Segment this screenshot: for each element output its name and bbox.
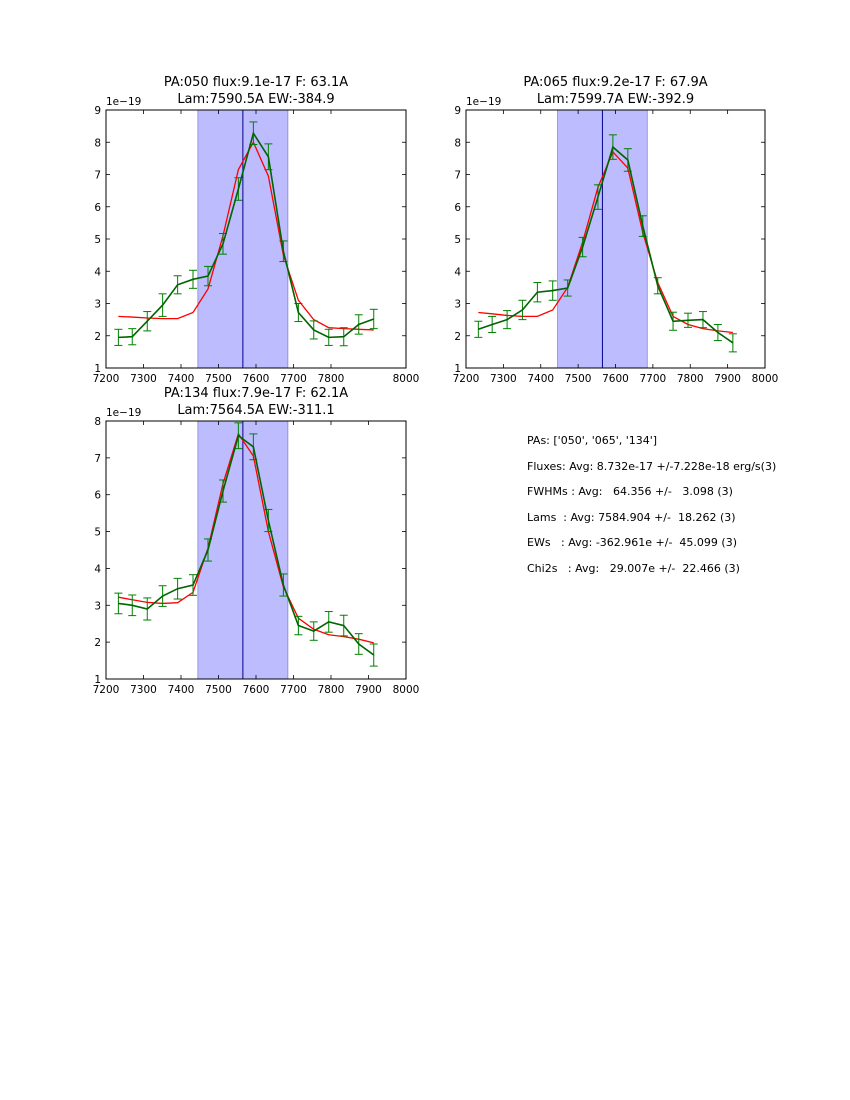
y-tick-label: 8 (94, 137, 101, 149)
panel-pa050: PA:050 flux:9.1e-17 F: 63.1A Lam:7590.5A … (93, 75, 420, 385)
stats-pas: PAs: ['050', '065', '134'] (527, 434, 658, 447)
data-line (118, 434, 375, 656)
stats-fwhms: FWHMs : Avg: 64.356 +/- 3.098 (3) (527, 485, 733, 499)
chart-title-line2: Lam:7564.5A EW:-311.1 (177, 403, 334, 418)
y-tick-label: 8 (454, 137, 461, 149)
y-tick-label: 2 (94, 331, 101, 343)
y-tick-label: 1 (94, 363, 101, 375)
x-tick-label: 7800 (318, 373, 345, 385)
y-tick-label: 2 (94, 637, 101, 649)
y-tick-label: 1 (94, 674, 101, 686)
x-tick-label: 7800 (677, 373, 704, 385)
x-tick-label: 8000 (393, 684, 420, 696)
y-tick-label: 2 (454, 331, 461, 343)
x-tick-label: 7600 (243, 373, 270, 385)
y-tick-label: 1 (454, 363, 461, 375)
x-tick-label: 7800 (318, 684, 345, 696)
y-axis-multiplier: 1e−19 (466, 96, 501, 108)
stats-lams: Lams : Avg: 7584.904 +/- 18.262 (3) (527, 510, 736, 524)
x-tick-label: 7600 (602, 373, 629, 385)
y-tick-label: 5 (94, 527, 101, 539)
y-tick-label: 7 (94, 170, 101, 182)
stats-fluxes: Fluxes: Avg: 8.732e-17 +/-7.228e-18 erg/… (527, 459, 777, 473)
x-tick-label: 7400 (168, 684, 195, 696)
x-tick-label: 7200 (93, 373, 120, 385)
x-tick-label: 8000 (752, 373, 779, 385)
x-tick-label: 7300 (130, 684, 157, 696)
x-tick-label: 7900 (714, 373, 741, 385)
y-tick-label: 5 (454, 234, 461, 246)
y-tick-label: 6 (454, 202, 461, 214)
y-tick-label: 9 (94, 105, 101, 117)
y-tick-label: 9 (454, 105, 461, 117)
x-tick-label: 7500 (565, 373, 592, 385)
panel-pa134: PA:134 flux:7.9e-17 F: 62.1A Lam:7564.5A … (93, 386, 420, 696)
x-tick-label: 7400 (527, 373, 554, 385)
x-tick-label: 7300 (490, 373, 517, 385)
chart-title-line1: PA:134 flux:7.9e-17 F: 62.1A (164, 386, 348, 401)
stats-ews: EWs : Avg: -362.961e +/- 45.099 (3) (527, 536, 737, 550)
x-tick-label: 7900 (355, 684, 382, 696)
y-axis-multiplier: 1e−19 (106, 407, 141, 419)
fit-line (118, 140, 374, 331)
y-axis-multiplier: 1e−19 (106, 96, 141, 108)
y-tick-label: 3 (454, 299, 461, 311)
x-tick-label: 7700 (280, 684, 307, 696)
y-tick-label: 5 (94, 234, 101, 246)
x-tick-label: 7200 (93, 684, 120, 696)
stats-summary: PAs: ['050', '065', '134'] Fluxes: Avg: … (527, 434, 776, 588)
y-tick-label: 4 (94, 563, 101, 575)
x-tick-label: 7600 (243, 684, 270, 696)
y-tick-label: 3 (94, 299, 101, 311)
y-tick-label: 4 (94, 266, 101, 278)
x-tick-label: 7300 (130, 373, 157, 385)
stats-chi2s: Chi2s : Avg: 29.007e +/- 22.466 (3) (527, 561, 740, 575)
error-bar (369, 308, 378, 330)
chart-title-line1: PA:050 flux:9.1e-17 F: 63.1A (164, 75, 348, 90)
x-tick-label: 8000 (393, 373, 420, 385)
y-tick-label: 7 (454, 170, 461, 182)
y-tick-label: 3 (94, 600, 101, 612)
y-tick-label: 6 (94, 490, 101, 502)
x-tick-label: 7400 (168, 373, 195, 385)
y-tick-label: 7 (94, 453, 101, 465)
chart-title-line2: Lam:7590.5A EW:-384.9 (177, 92, 334, 107)
x-tick-label: 7700 (280, 373, 307, 385)
x-tick-label: 7500 (205, 684, 232, 696)
y-tick-label: 6 (94, 202, 101, 214)
x-tick-label: 7200 (453, 373, 480, 385)
x-tick-label: 7500 (205, 373, 232, 385)
y-tick-label: 8 (94, 416, 101, 428)
chart-title-line1: PA:065 flux:9.2e-17 F: 67.9A (523, 75, 707, 90)
y-tick-label: 4 (454, 266, 461, 278)
data-line (478, 145, 734, 344)
chart-title-line2: Lam:7599.7A EW:-392.9 (537, 92, 694, 107)
x-tick-label: 7700 (640, 373, 667, 385)
fit-line (118, 432, 374, 644)
panel-pa065: PA:065 flux:9.2e-17 F: 67.9A Lam:7599.7A … (453, 75, 779, 385)
data-line (118, 131, 375, 339)
